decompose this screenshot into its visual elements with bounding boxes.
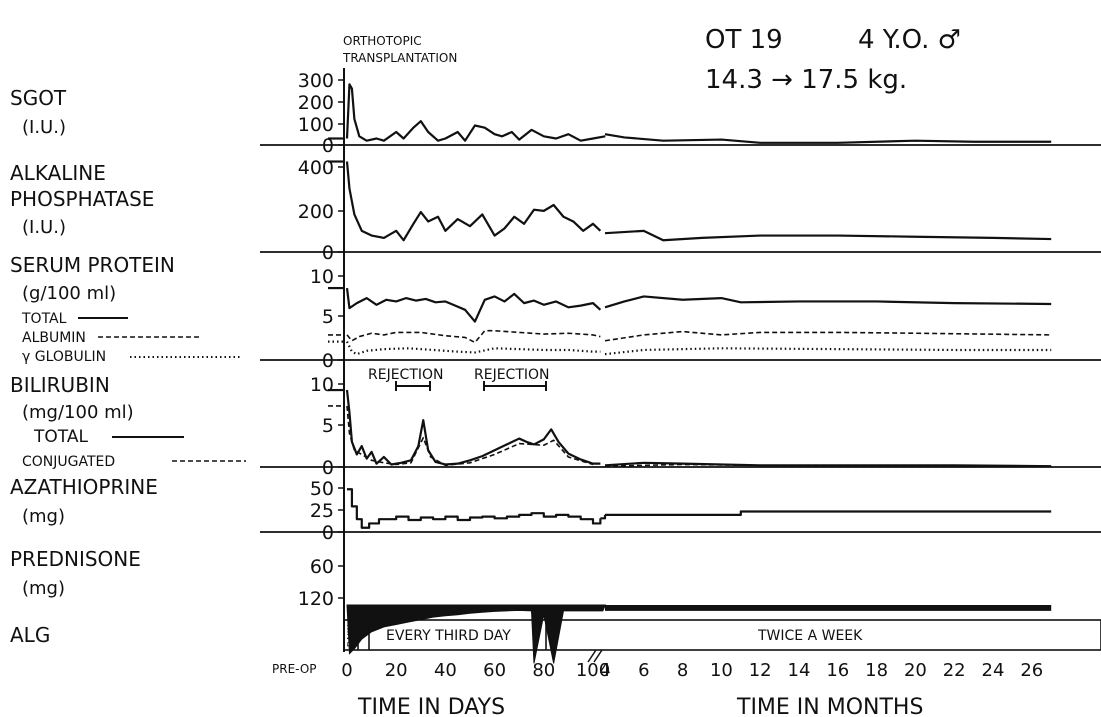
protein-series-0-months (604, 295, 1052, 309)
panel-labels: SGOT (I.U.) ALKALINE PHOSPHATASE (I.U.) … (10, 86, 246, 647)
azathioprine-tick-label-0: 50 (310, 478, 334, 500)
x-month-tick-18: 18 (865, 660, 888, 681)
protein-series-1-months (604, 330, 1052, 342)
sgot-tick-label-0: 300 (298, 70, 334, 92)
x-day-tick-0: 0 (341, 660, 352, 681)
alk_phos-tick-label-2: 0 (322, 242, 334, 264)
x-month-tick-14: 14 (788, 660, 811, 681)
alg-daily-label: DAILY (346, 625, 355, 647)
patient-age-sex: 4 Y.O. ♂ (858, 25, 961, 55)
x-month-tick-10: 10 (710, 660, 733, 681)
protein-series-0-days (345, 287, 602, 323)
x-day-tick-40: 40 (434, 660, 457, 681)
sgot-series-0-days (345, 83, 606, 142)
prednisone-label: PREDNISONE (10, 547, 141, 571)
azathioprine-unit: (mg) (22, 506, 65, 527)
x-day-tick-100: 100 (576, 660, 610, 681)
protein-legend-total: TOTAL (21, 311, 67, 327)
x-month-tick-12: 12 (749, 660, 772, 681)
alg-label: ALG (10, 623, 50, 647)
bilirubin-label: BILIRUBIN (10, 373, 110, 397)
x-month-tick-16: 16 (826, 660, 849, 681)
x-axis-months-title: TIME IN MONTHS (736, 695, 923, 717)
bilirubin-unit: (mg/100 ml) (22, 402, 134, 423)
azathioprine-series-0-bridge (600, 514, 607, 520)
protein-tick-label-2: 0 (322, 350, 334, 372)
x-month-tick-8: 8 (677, 660, 688, 681)
protein-series-2-months (604, 347, 1052, 356)
x-day-tick-20: 20 (385, 660, 408, 681)
x-month-tick-22: 22 (943, 660, 966, 681)
preop-label: PRE-OP (272, 662, 317, 676)
alk-phos-label-2: PHOSPHATASE (10, 187, 154, 211)
alg-box (343, 619, 1101, 651)
alk-phos-unit: (I.U.) (22, 217, 66, 238)
protein-legend-albumin: ALBUMIN (22, 330, 86, 346)
alg-row (343, 619, 1101, 651)
bilirubin-series-0-days (345, 389, 601, 466)
alg-twice-week-label: TWICE A WEEK (757, 628, 863, 644)
event-label-line-1: ORTHOTOPIC (343, 34, 422, 48)
protein-series-2-days (346, 341, 601, 356)
bilirubin-tick-label-1: 5 (322, 415, 334, 437)
prednisone-series-0-months-area (605, 605, 1052, 611)
protein-tick-label-0: 10 (310, 266, 334, 288)
x-axis-break (587, 649, 603, 663)
azathioprine-series-0-days (347, 488, 602, 529)
prednisone-tick-label-1: 120 (298, 588, 334, 610)
bilirubin-legend-conjugated: CONJUGATED (22, 454, 115, 470)
bilirubin-series-1-months (604, 463, 1052, 467)
alk_phos-tick-label-0: 400 (298, 157, 334, 179)
bilirubin-series-0-months (604, 461, 1052, 468)
rejection-label-2: REJECTION (474, 367, 550, 383)
prednisone-tick-label-0: 60 (310, 556, 334, 578)
x-day-tick-60: 60 (483, 660, 506, 681)
prednisone-unit: (mg) (22, 578, 65, 599)
azathioprine-series-0-months (605, 510, 1052, 517)
sgot-label: SGOT (10, 86, 67, 110)
azathioprine-tick-label-1: 25 (310, 500, 334, 522)
event-label-line-2: TRANSPLANTATION (342, 51, 457, 65)
x-month-tick-6: 6 (638, 660, 649, 681)
sgot-tick-label-2: 100 (298, 114, 334, 136)
bilirubin-legend-total: TOTAL (33, 427, 88, 447)
protein-legend-globulin: γ GLOBULIN (22, 349, 106, 365)
alk_phos-series-0-months (604, 229, 1052, 242)
rejection-interval-1 (395, 381, 431, 391)
alk-phos-label: ALKALINE (10, 161, 106, 185)
x-day-tick-80: 80 (532, 660, 555, 681)
sgot-tick-label-3: 0 (322, 135, 334, 157)
patient-id: OT 19 (705, 25, 783, 55)
x-month-tick-4: 4 (599, 660, 610, 681)
protein-label: SERUM PROTEIN (10, 253, 175, 277)
x-month-tick-26: 26 (1020, 660, 1043, 681)
x-month-tick-24: 24 (982, 660, 1005, 681)
alk_phos-tick-label-1: 200 (298, 201, 334, 223)
azathioprine-tick-label-2: 0 (322, 522, 334, 544)
protein-series-1-days (346, 329, 601, 344)
azathioprine-label: AZATHIOPRINE (10, 475, 158, 499)
alk_phos-series-0-days (345, 161, 602, 242)
sgot-unit: (I.U.) (22, 117, 66, 138)
x-month-tick-20: 20 (904, 660, 927, 681)
rejection-interval-2 (483, 381, 547, 391)
sgot-tick-label-1: 200 (298, 92, 334, 114)
patient-weight: 14.3 → 17.5 kg. (705, 65, 907, 95)
bilirubin-series-1-days (346, 405, 594, 467)
protein-unit: (g/100 ml) (22, 283, 116, 304)
protein-tick-label-1: 5 (322, 306, 334, 328)
alg-every-third-label: EVERY THIRD DAY (386, 628, 511, 644)
rejection-label-1: REJECTION (368, 367, 444, 383)
bilirubin-tick-label-0: 10 (310, 374, 334, 396)
bilirubin-tick-label-2: 0 (322, 457, 334, 479)
x-axis-days-title: TIME IN DAYS (357, 695, 505, 717)
sgot-series-0-months (604, 133, 1052, 144)
